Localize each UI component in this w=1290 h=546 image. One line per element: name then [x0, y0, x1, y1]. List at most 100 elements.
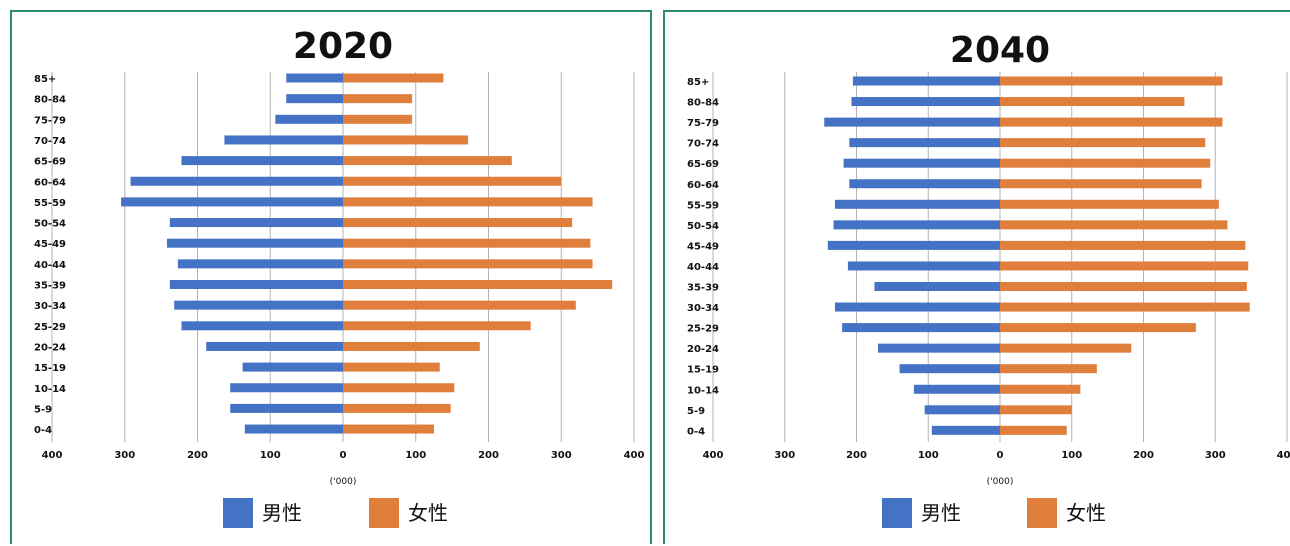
x-tick-label: 200: [846, 450, 867, 461]
female-bar: [343, 156, 512, 166]
female-bar: [343, 300, 576, 310]
male-bar: [177, 259, 343, 269]
pyramid-2040-chart: 2040 400 300 200 100 0 100 200 300 400 0-4 5-9 10-1…: [687, 30, 1290, 528]
female-bar: [1000, 405, 1072, 415]
x-tick-label: 200: [1133, 450, 1154, 461]
female-bar: [343, 341, 480, 351]
legend: 男性 女性: [882, 498, 1106, 528]
male-bar: [230, 383, 343, 393]
female-bar: [343, 176, 562, 186]
x-tick-label: 200: [187, 450, 208, 461]
pyramid-2020-panel: 2020 400 300 200 100 0 100 200 300 400 0-4 5-9 10-1…: [10, 10, 652, 544]
male-bar: [847, 261, 1000, 271]
pyramid-2020-chart: 2020 400 300 200 100 0 100 200 300 400 0-4 5-9 10-1…: [34, 26, 644, 528]
male-bar: [166, 238, 343, 248]
female-bar: [1000, 364, 1097, 374]
age-group-label: 20-24: [687, 344, 719, 355]
male-bar: [852, 76, 1000, 86]
female-bar: [343, 362, 440, 372]
age-group-label: 35-39: [687, 283, 719, 294]
plot-area: 400 300 200 100 0 100 200 300 400 0-4 5-9 10-14 15-1…: [687, 72, 1290, 461]
male-bar: [834, 302, 1000, 312]
female-bar: [1000, 117, 1223, 127]
age-group-label: 50-54: [34, 219, 66, 230]
legend: 男性 女性: [223, 498, 448, 528]
male-bar: [174, 300, 343, 310]
age-group-label: 85+: [34, 74, 56, 85]
age-group-label: 0-4: [34, 425, 52, 436]
female-bar: [343, 403, 451, 413]
male-bar: [244, 424, 343, 434]
age-group-label: 50-54: [687, 221, 719, 232]
male-bar: [230, 403, 343, 413]
female-bar: [1000, 76, 1223, 86]
male-bar: [827, 240, 1000, 250]
age-group-label: 30-34: [687, 303, 719, 314]
x-tick-label: 300: [774, 450, 795, 461]
age-group-label: 55-59: [687, 200, 719, 211]
male-bar: [206, 341, 343, 351]
legend-swatch-male: [882, 498, 912, 528]
female-bar: [1000, 220, 1228, 230]
male-bar: [851, 97, 1000, 107]
legend-label-female: 女性: [408, 501, 448, 525]
male-bar: [275, 114, 343, 124]
age-group-label: 60-64: [34, 177, 66, 188]
legend-swatch-female: [1027, 498, 1057, 528]
female-bar: [343, 259, 593, 269]
legend-swatch-female: [369, 498, 399, 528]
male-bar: [849, 138, 1000, 148]
male-bar: [843, 158, 1000, 168]
male-bar: [834, 199, 1000, 209]
female-bar: [1000, 282, 1247, 291]
female-bar: [1000, 97, 1185, 107]
female-bar: [343, 135, 469, 145]
x-tick-label: 400: [624, 450, 645, 461]
female-bar: [1000, 323, 1196, 333]
age-group-label: 25-29: [34, 322, 66, 333]
male-bar: [121, 197, 343, 207]
male-bar: [833, 220, 1000, 230]
chart-title: 2040: [950, 30, 1050, 71]
female-bar: [343, 114, 413, 124]
age-group-label: 65-69: [34, 157, 66, 168]
female-bar: [343, 383, 455, 393]
age-group-label: 65-69: [687, 159, 719, 170]
female-bar: [1000, 261, 1249, 271]
age-group-label: 60-64: [687, 180, 719, 191]
x-tick-label: 100: [260, 450, 281, 461]
x-tick-label: 400: [1277, 450, 1290, 461]
age-group-label: 45-49: [34, 239, 66, 250]
x-tick-label: 100: [918, 450, 939, 461]
plot-area: 400 300 200 100 0 100 200 300 400 0-4 5-9 10-14 15-1…: [34, 72, 644, 461]
female-bar: [1000, 343, 1132, 353]
age-group-label: 35-39: [34, 281, 66, 292]
female-bar: [343, 94, 413, 104]
x-tick-label: 300: [551, 450, 572, 461]
female-bar: [1000, 138, 1206, 148]
female-bar: [1000, 199, 1219, 209]
age-group-label: 10-14: [34, 384, 66, 395]
age-group-label: 45-49: [687, 241, 719, 252]
male-bar: [824, 117, 1000, 127]
age-group-label: 85+: [687, 77, 709, 88]
unit-label: ('000): [987, 477, 1014, 487]
age-group-label: 25-29: [687, 324, 719, 335]
male-bar: [130, 176, 343, 186]
legend-label-male: 男性: [921, 501, 961, 525]
female-bar: [343, 73, 444, 83]
age-group-label: 80-84: [34, 95, 66, 106]
unit-label: ('000): [330, 477, 357, 487]
male-bar: [181, 321, 343, 331]
male-bar: [913, 384, 1000, 394]
x-tick-label: 0: [340, 450, 347, 461]
female-bar: [1000, 425, 1067, 435]
age-group-label: 30-34: [34, 301, 66, 312]
age-group-label: 75-79: [34, 115, 66, 126]
age-group-label: 80-84: [687, 98, 719, 109]
x-tick-label: 300: [1205, 450, 1226, 461]
age-group-label: 20-24: [34, 342, 66, 353]
male-bar: [169, 280, 343, 289]
female-bar: [343, 280, 613, 289]
male-bar: [924, 405, 1000, 415]
